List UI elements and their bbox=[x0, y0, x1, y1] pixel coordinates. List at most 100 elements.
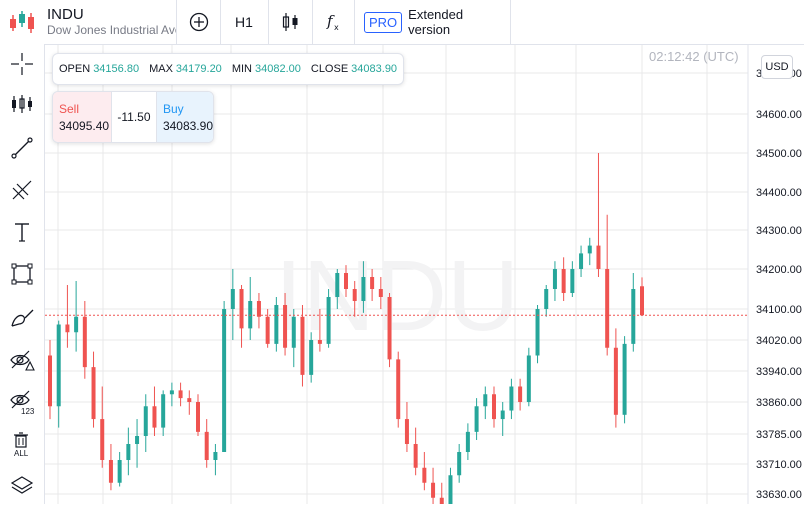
candle-body bbox=[352, 289, 357, 301]
candle-body bbox=[187, 398, 192, 402]
candlestick-chart[interactable]: INDU34700.0034600.0034500.0034400.003430… bbox=[45, 45, 804, 504]
currency-button[interactable]: USD bbox=[761, 55, 793, 79]
close-value: 34083.90 bbox=[351, 63, 398, 75]
candles-settings-tool[interactable] bbox=[0, 84, 44, 124]
candle-body bbox=[239, 289, 244, 329]
brush-icon bbox=[11, 309, 34, 327]
extended-version-label: Extended version bbox=[408, 7, 464, 37]
min-label: MIN bbox=[231, 63, 252, 75]
candle-body bbox=[91, 367, 96, 420]
candle-body bbox=[483, 394, 488, 407]
close-label: CLOSE bbox=[310, 63, 349, 75]
text-icon bbox=[15, 223, 29, 242]
rectangle-tool[interactable] bbox=[0, 254, 44, 294]
candle-body bbox=[492, 394, 496, 420]
candle-body bbox=[378, 289, 383, 297]
symbol-name[interactable]: INDU bbox=[47, 6, 84, 23]
sell-button[interactable]: Sell 34095.40 bbox=[53, 92, 111, 142]
price-chart[interactable]: INDU34700.0034600.0034500.0034400.003430… bbox=[45, 45, 804, 504]
layers-icon bbox=[10, 476, 34, 494]
candles-logo-icon bbox=[10, 11, 34, 33]
price-tick-label: 33860.00 bbox=[756, 397, 802, 409]
fib-lines-tool[interactable] bbox=[0, 170, 44, 210]
plus-circle-icon bbox=[189, 12, 209, 32]
hide-indicators-label: 123 bbox=[21, 407, 35, 415]
extended-version-button[interactable]: PRO Extended version bbox=[364, 0, 502, 44]
candle-body bbox=[161, 394, 166, 428]
interval-button[interactable]: H1 bbox=[235, 14, 253, 30]
layers-tool[interactable] bbox=[0, 466, 44, 506]
utc-clock: 02:12:42 (UTC) bbox=[649, 49, 739, 64]
symbol-description[interactable]: Dow Jones Industrial Average bbox=[47, 23, 177, 37]
price-tick-label: 34600.00 bbox=[756, 109, 802, 121]
top-toolbar: INDU Dow Jones Industrial Average H1 f x… bbox=[0, 0, 804, 45]
text-tool[interactable] bbox=[0, 212, 44, 252]
price-tick-label: 34100.00 bbox=[756, 304, 802, 316]
candle-body bbox=[570, 269, 575, 293]
candle-body bbox=[152, 406, 157, 428]
candle-body bbox=[500, 410, 505, 420]
max-value: 34179.20 bbox=[175, 63, 222, 75]
toolbar-divider bbox=[268, 0, 269, 44]
delete-all-icon: ALL bbox=[14, 432, 29, 457]
candle-body bbox=[256, 301, 261, 317]
pro-badge: PRO bbox=[364, 11, 403, 33]
candle-body bbox=[48, 355, 52, 407]
svg-text:x: x bbox=[334, 23, 339, 32]
price-tick-label: 33710.00 bbox=[756, 459, 802, 471]
trade-panel: Sell 34095.40 -11.50 Buy 34083.90 bbox=[52, 91, 214, 143]
candle-body bbox=[535, 309, 540, 356]
candle-body bbox=[631, 289, 636, 344]
sell-price: 34095.40 bbox=[59, 119, 110, 133]
price-tick-label: 33785.00 bbox=[756, 429, 802, 441]
candle-body bbox=[326, 297, 331, 344]
indicators-button[interactable]: f x bbox=[314, 0, 354, 44]
add-symbol-button[interactable] bbox=[178, 0, 220, 44]
candle-body bbox=[613, 347, 618, 415]
candle-body bbox=[126, 444, 131, 460]
candle-body bbox=[587, 245, 592, 254]
crosshair-tool[interactable] bbox=[0, 44, 44, 84]
candle-body bbox=[396, 359, 401, 420]
crosshair-icon bbox=[11, 53, 33, 75]
candlestick-icon bbox=[282, 13, 298, 31]
price-tick-label: 34020.00 bbox=[756, 335, 802, 347]
candle-body bbox=[509, 386, 514, 411]
hide-indicators-icon: 123 bbox=[10, 390, 35, 415]
candle-body bbox=[370, 277, 375, 289]
sell-label: Sell bbox=[59, 102, 80, 116]
hide-drawings-tool[interactable] bbox=[0, 340, 44, 380]
candle-body bbox=[552, 269, 557, 289]
candle-body bbox=[579, 253, 584, 269]
price-tick-label: 34400.00 bbox=[756, 187, 802, 199]
price-tick-label: 33630.00 bbox=[756, 489, 802, 501]
candle-body bbox=[100, 419, 105, 460]
trend-line-tool[interactable] bbox=[0, 128, 44, 168]
candle-body bbox=[143, 406, 148, 436]
trend-line-icon bbox=[11, 137, 33, 159]
chart-type-button[interactable] bbox=[270, 0, 312, 44]
hide-indicators-tool[interactable]: 123 bbox=[0, 382, 44, 422]
candle-body bbox=[222, 309, 227, 452]
candle-body bbox=[196, 402, 200, 432]
candle-body bbox=[465, 431, 470, 452]
price-tick-label: 34500.00 bbox=[756, 148, 802, 160]
min-value: 34082.00 bbox=[254, 63, 301, 75]
spread-value: -11.50 bbox=[110, 92, 157, 142]
candle-body bbox=[622, 343, 627, 415]
candle-body bbox=[422, 467, 427, 483]
drawing-toolbar: 123 ALL bbox=[0, 44, 45, 504]
brush-tool[interactable] bbox=[0, 298, 44, 338]
candles-settings-icon bbox=[12, 95, 32, 113]
candle-body bbox=[317, 340, 322, 344]
delete-all-label: ALL bbox=[14, 449, 29, 457]
candle-body bbox=[309, 340, 314, 375]
buy-label: Buy bbox=[162, 102, 184, 116]
buy-price: 34083.90 bbox=[162, 119, 213, 133]
candle-body bbox=[640, 286, 644, 316]
candle-body bbox=[474, 406, 479, 432]
toolbar-divider bbox=[354, 0, 355, 44]
delete-all-tool[interactable]: ALL bbox=[0, 424, 44, 464]
buy-button[interactable]: Buy 34083.90 bbox=[156, 92, 213, 142]
candle-body bbox=[448, 475, 453, 504]
